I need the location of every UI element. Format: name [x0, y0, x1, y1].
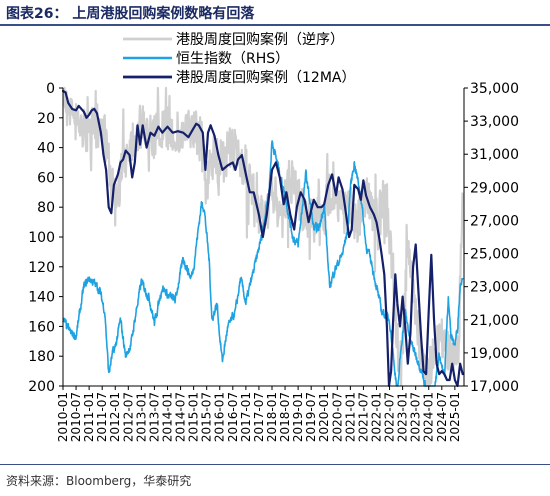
x-tick-label: 2016-07 — [226, 392, 240, 442]
left-tick-label: 140 — [28, 290, 55, 306]
x-tick-label: 2021-07 — [356, 392, 370, 442]
left-tick-label: 180 — [28, 349, 55, 365]
left-tick-label: 60 — [37, 170, 55, 186]
x-tick-label: 2012-01 — [108, 392, 122, 442]
legend-label-2: 恒生指数（RHS） — [176, 51, 289, 67]
left-tick-label: 20 — [37, 111, 55, 127]
x-tick-label: 2020-07 — [330, 392, 344, 442]
x-tick-label: 2024-07 — [435, 392, 449, 442]
x-tick-label: 2022-01 — [369, 392, 383, 442]
x-tick-label: 2013-07 — [147, 392, 161, 442]
series-layer — [61, 86, 464, 388]
x-tick-label: 2010-07 — [69, 392, 83, 442]
left-tick-label: 100 — [28, 230, 55, 246]
left-tick-label: 40 — [37, 141, 55, 157]
x-tick-label: 2011-01 — [82, 392, 96, 442]
right-tick-label: 29,000 — [470, 180, 519, 196]
source-rule — [0, 464, 550, 465]
figure-title: 图表26： 上周港股回购案例数略有回落 — [6, 6, 255, 22]
series-line-2 — [62, 140, 464, 387]
right-tick-label: 23,000 — [470, 280, 519, 296]
x-tick-label: 2018-01 — [265, 392, 279, 442]
x-tick-label: 2014-07 — [174, 392, 188, 442]
right-tick-label: 33,000 — [470, 114, 519, 130]
x-tick-label: 2014-01 — [160, 392, 174, 442]
left-tick-label: 120 — [28, 260, 55, 276]
x-tick-label: 2017-01 — [239, 392, 253, 442]
x-tick-label: 2015-07 — [200, 392, 214, 442]
x-tick-label: 2023-01 — [396, 392, 410, 442]
legend: 港股周度回购案例（逆序） 恒生指数（RHS） 港股周度回购案例（12MA） — [123, 31, 355, 86]
x-tick-label: 2019-01 — [291, 392, 305, 442]
left-tick-label: 80 — [37, 200, 55, 216]
x-tick-label: 2017-07 — [252, 392, 266, 442]
series-line-1 — [61, 86, 464, 388]
left-tick-label: 0 — [46, 81, 55, 97]
right-tick-label: 25,000 — [470, 247, 519, 263]
x-tick-label: 2023-07 — [409, 392, 423, 442]
x-tick-label: 2013-01 — [134, 392, 148, 442]
source-note: 资料来源：Bloomberg，华泰研究 — [6, 474, 192, 488]
series-line-3 — [61, 89, 464, 388]
legend-label-3: 港股周度回购案例（12MA） — [176, 69, 355, 86]
right-tick-label: 17,000 — [470, 379, 519, 395]
x-tick-label: 2018-07 — [278, 392, 292, 442]
x-tick-label: 2012-07 — [121, 392, 135, 442]
x-tick-label: 2020-01 — [317, 392, 331, 442]
left-tick-label: 160 — [28, 319, 55, 335]
left-tick-label: 200 — [28, 379, 55, 395]
right-tick-label: 27,000 — [470, 213, 519, 229]
x-tick-label: 2015-01 — [187, 392, 201, 442]
x-tick-label: 2024-01 — [422, 392, 436, 442]
right-tick-label: 21,000 — [470, 313, 519, 329]
x-tick-label: 2016-01 — [213, 392, 227, 442]
x-tick-label: 2019-07 — [304, 392, 318, 442]
legend-label-1: 港股周度回购案例（逆序） — [176, 31, 344, 48]
right-tick-label: 31,000 — [470, 147, 519, 163]
right-tick-label: 19,000 — [470, 346, 519, 362]
x-tick-label: 2011-07 — [95, 392, 109, 442]
x-tick-label: 2022-07 — [383, 392, 397, 442]
axes-layer: 0 20 40 60 80 100 120 140 160 180 200 17,000 19,000 2… — [28, 81, 519, 442]
x-tick-label: 2021-01 — [343, 392, 357, 442]
title-rule — [0, 24, 550, 26]
right-tick-label: 35,000 — [470, 81, 519, 97]
x-tick-label: 2010-01 — [56, 392, 70, 442]
x-tick-label: 2025-01 — [448, 392, 462, 442]
